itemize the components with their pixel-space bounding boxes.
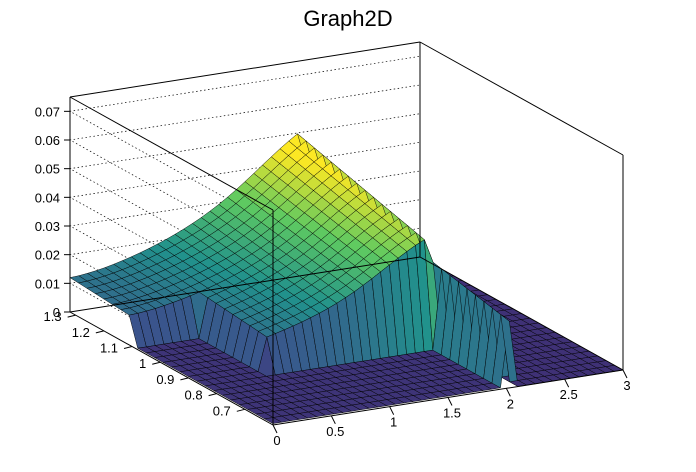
x-tick-label: 1: [390, 415, 397, 430]
frame-edge: [69, 96, 274, 211]
chart-ticks: 00.511.522.530.70.80.911.11.21.300.010.0…: [35, 104, 631, 448]
y-tick-label: 1: [139, 356, 146, 371]
x-tick: [622, 369, 628, 379]
x-tick: [389, 406, 395, 415]
z-tick-label: 0.05: [35, 162, 60, 177]
y-tick: [236, 408, 245, 412]
z-tick-label: 0: [53, 305, 60, 320]
z-tick-label: 0.01: [35, 276, 60, 291]
x-tick-label: 1.5: [443, 406, 461, 421]
y-tick: [152, 361, 161, 365]
y-tick: [95, 330, 104, 334]
x-tick-label: 3: [623, 378, 630, 393]
x-tick-label: 0: [273, 433, 280, 448]
y-tick-label: 0.8: [185, 388, 203, 403]
y-tick-label: 1.3: [44, 309, 62, 324]
x-tick: [447, 397, 453, 406]
x-tick: [272, 424, 278, 434]
y-tick: [208, 393, 217, 397]
frame-edge: [419, 256, 624, 371]
z-tick-label: 0.02: [35, 248, 60, 263]
y-tick-label: 1.1: [100, 341, 118, 356]
frame-edge: [69, 41, 421, 98]
y-tick-label: 0.9: [156, 372, 174, 387]
x-tick-label: 2.5: [560, 387, 578, 402]
y-tick-label: 0.7: [213, 403, 231, 418]
z-tick-label: 0.06: [35, 133, 60, 148]
x-tick-label: 0.5: [326, 424, 344, 439]
x-tick-label: 2: [507, 396, 514, 411]
y-tick-label: 1.2: [72, 325, 90, 340]
frame-edge: [69, 256, 421, 313]
y-tick: [67, 314, 76, 318]
x-tick: [505, 388, 511, 397]
frame-edge: [419, 41, 624, 156]
y-tick: [123, 346, 133, 350]
x-tick: [330, 415, 336, 425]
x-tick: [564, 378, 570, 388]
z-tick-label: 0.03: [35, 219, 60, 234]
z-tick-label: 0.07: [35, 104, 60, 119]
z-tick-label: 0.04: [35, 190, 60, 205]
chart-title: Graph2D: [303, 6, 392, 31]
surface-mesh: [69, 133, 624, 424]
y-tick: [180, 377, 189, 381]
